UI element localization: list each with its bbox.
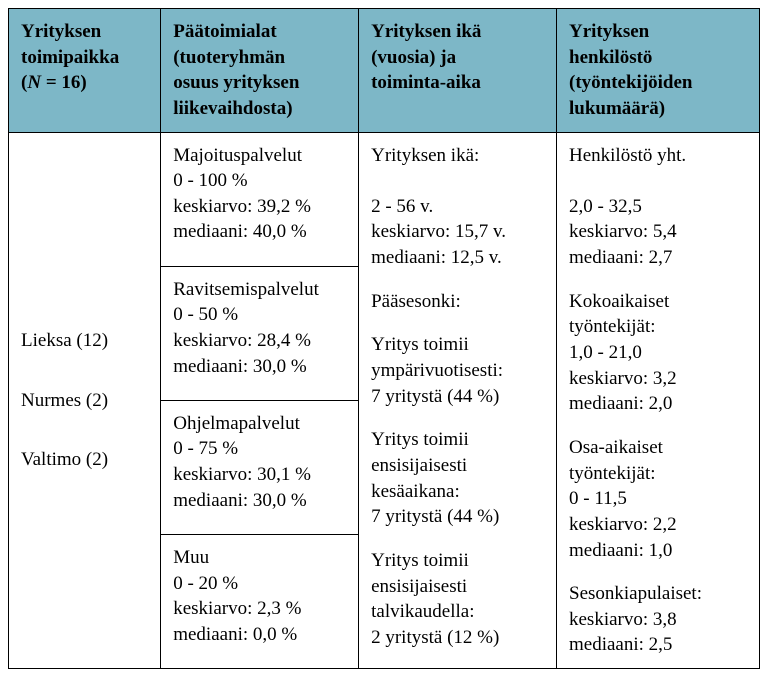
- header-sectors: Päätoimialat (tuoteryhmän osuus yritykse…: [161, 9, 359, 133]
- age-title: Yrityksen ikä:: [371, 143, 546, 169]
- s2-name: Ravitsemispalvelut: [173, 277, 348, 303]
- su-l1: Yritys toimii: [371, 427, 546, 453]
- s1-name: Majoituspalvelut: [173, 143, 348, 169]
- s1-median: mediaani: 40,0 %: [173, 219, 348, 245]
- age-median: mediaani: 12,5 v.: [371, 245, 546, 271]
- st-part-median: mediaani: 1,0: [569, 538, 749, 564]
- hdr0-l1: Yrityksen: [21, 21, 101, 42]
- st-full-range: 1,0 - 21,0: [569, 340, 749, 366]
- st-season-title: Sesonkiapulaiset:: [569, 581, 749, 607]
- location-valtimo: Valtimo (2): [21, 447, 150, 473]
- staff-full-block: Kokoaikaiset työntekijät: 1,0 - 21,0 kes…: [569, 289, 749, 417]
- hdr3-l1: Yrityksen: [569, 21, 649, 42]
- hdr2-l3: toiminta-aika: [371, 72, 481, 93]
- yr-l2: ympärivuotisesti:: [371, 358, 546, 384]
- location-nurmes: Nurmes (2): [21, 388, 150, 414]
- cell-age: Yrityksen ikä: 2 - 56 v. keskiarvo: 15,7…: [359, 132, 557, 669]
- s3-range: 0 - 75 %: [173, 436, 348, 462]
- staff-season-block: Sesonkiapulaiset: keskiarvo: 3,8 mediaan…: [569, 581, 749, 658]
- age-block: Yrityksen ikä: 2 - 56 v. keskiarvo: 15,7…: [371, 143, 546, 271]
- cell-locations: Lieksa (12) Nurmes (2) Valtimo (2): [9, 132, 161, 669]
- table-header-row: Yrityksen toimipaikka (N = 16) Päätoimia…: [9, 9, 760, 133]
- cell-sector-1: Majoituspalvelut 0 - 100 % keskiarvo: 39…: [161, 132, 359, 266]
- s4-mean: keskiarvo: 2,3 %: [173, 596, 348, 622]
- staff-part-block: Osa-aikaiset työntekijät: 0 - 11,5 keski…: [569, 435, 749, 563]
- hdr3-l3: (työntekijöiden: [569, 72, 693, 93]
- st-full-t1: Kokoaikaiset: [569, 289, 749, 315]
- st-total-mean: keskiarvo: 5,4: [569, 219, 749, 245]
- header-age: Yrityksen ikä (vuosia) ja toiminta-aika: [359, 9, 557, 133]
- hdr1-l2: (tuoteryhmän: [173, 47, 285, 68]
- s2-range: 0 - 50 %: [173, 302, 348, 328]
- cell-sector-2: Ravitsemispalvelut 0 - 50 % keskiarvo: 2…: [161, 266, 359, 400]
- s3-mean: keskiarvo: 30,1 %: [173, 462, 348, 488]
- st-full-median: mediaani: 2,0: [569, 391, 749, 417]
- hdr2-l2: (vuosia) ja: [371, 47, 456, 68]
- s1-range: 0 - 100 %: [173, 168, 348, 194]
- header-location: Yrityksen toimipaikka (N = 16): [9, 9, 161, 133]
- su-l4: 7 yritystä (44 %): [371, 504, 546, 530]
- hdr0-l3-n: N: [27, 72, 41, 93]
- st-total-title: Henkilöstö yht.: [569, 143, 749, 169]
- company-data-table: Yrityksen toimipaikka (N = 16) Päätoimia…: [8, 8, 760, 669]
- winter-block: Yritys toimii ensisijaisesti talvikaudel…: [371, 548, 546, 651]
- hdr1-l1: Päätoimialat: [173, 21, 276, 42]
- hdr3-l2: henkilöstö: [569, 47, 652, 68]
- season-title: Pääsesonki:: [371, 289, 546, 315]
- s3-name: Ohjelmapalvelut: [173, 411, 348, 437]
- st-part-t2: työntekijät:: [569, 461, 749, 487]
- yr-l3: 7 yritystä (44 %): [371, 384, 546, 410]
- s4-median: mediaani: 0,0 %: [173, 622, 348, 648]
- st-total-median: mediaani: 2,7: [569, 245, 749, 271]
- s1-mean: keskiarvo: 39,2 %: [173, 194, 348, 220]
- season-title-block: Pääsesonki:: [371, 289, 546, 315]
- s4-name: Muu: [173, 545, 348, 571]
- hdr0-l2: toimipaikka: [21, 47, 119, 68]
- yr-l1: Yritys toimii: [371, 332, 546, 358]
- hdr1-l3: osuus yrityksen: [173, 72, 299, 93]
- st-season-mean: keskiarvo: 3,8: [569, 607, 749, 633]
- year-round-block: Yritys toimii ympärivuotisesti: 7 yritys…: [371, 332, 546, 409]
- st-full-mean: keskiarvo: 3,2: [569, 366, 749, 392]
- wi-l2: ensisijaisesti: [371, 574, 546, 600]
- header-staff: Yrityksen henkilöstö (työntekijöiden luk…: [557, 9, 760, 133]
- cell-sector-3: Ohjelmapalvelut 0 - 75 % keskiarvo: 30,1…: [161, 400, 359, 534]
- su-l3: kesäaikana:: [371, 479, 546, 505]
- table-row: Lieksa (12) Nurmes (2) Valtimo (2) Majoi…: [9, 132, 760, 266]
- cell-sector-4: Muu 0 - 20 % keskiarvo: 2,3 % mediaani: …: [161, 534, 359, 668]
- s4-range: 0 - 20 %: [173, 571, 348, 597]
- s2-mean: keskiarvo: 28,4 %: [173, 328, 348, 354]
- location-lieksa: Lieksa (12): [21, 328, 150, 354]
- su-l2: ensisijaisesti: [371, 453, 546, 479]
- cell-staff: Henkilöstö yht. 2,0 - 32,5 keskiarvo: 5,…: [557, 132, 760, 669]
- st-total-range: 2,0 - 32,5: [569, 194, 749, 220]
- st-season-median: mediaani: 2,5: [569, 632, 749, 658]
- wi-l4: 2 yritystä (12 %): [371, 625, 546, 651]
- st-full-t2: työntekijät:: [569, 314, 749, 340]
- age-range: 2 - 56 v.: [371, 194, 546, 220]
- summer-block: Yritys toimii ensisijaisesti kesäaikana:…: [371, 427, 546, 530]
- staff-total-block: Henkilöstö yht. 2,0 - 32,5 keskiarvo: 5,…: [569, 143, 749, 271]
- st-part-range: 0 - 11,5: [569, 486, 749, 512]
- hdr3-l4: lukumäärä): [569, 98, 665, 119]
- wi-l3: talvikaudella:: [371, 599, 546, 625]
- st-part-t1: Osa-aikaiset: [569, 435, 749, 461]
- hdr0-l3-close: = 16): [41, 72, 87, 93]
- hdr2-l1: Yrityksen ikä: [371, 21, 481, 42]
- hdr1-l4: liikevaihdosta): [173, 98, 292, 119]
- st-part-mean: keskiarvo: 2,2: [569, 512, 749, 538]
- wi-l1: Yritys toimii: [371, 548, 546, 574]
- age-mean: keskiarvo: 15,7 v.: [371, 219, 546, 245]
- s3-median: mediaani: 30,0 %: [173, 488, 348, 514]
- s2-median: mediaani: 30,0 %: [173, 354, 348, 380]
